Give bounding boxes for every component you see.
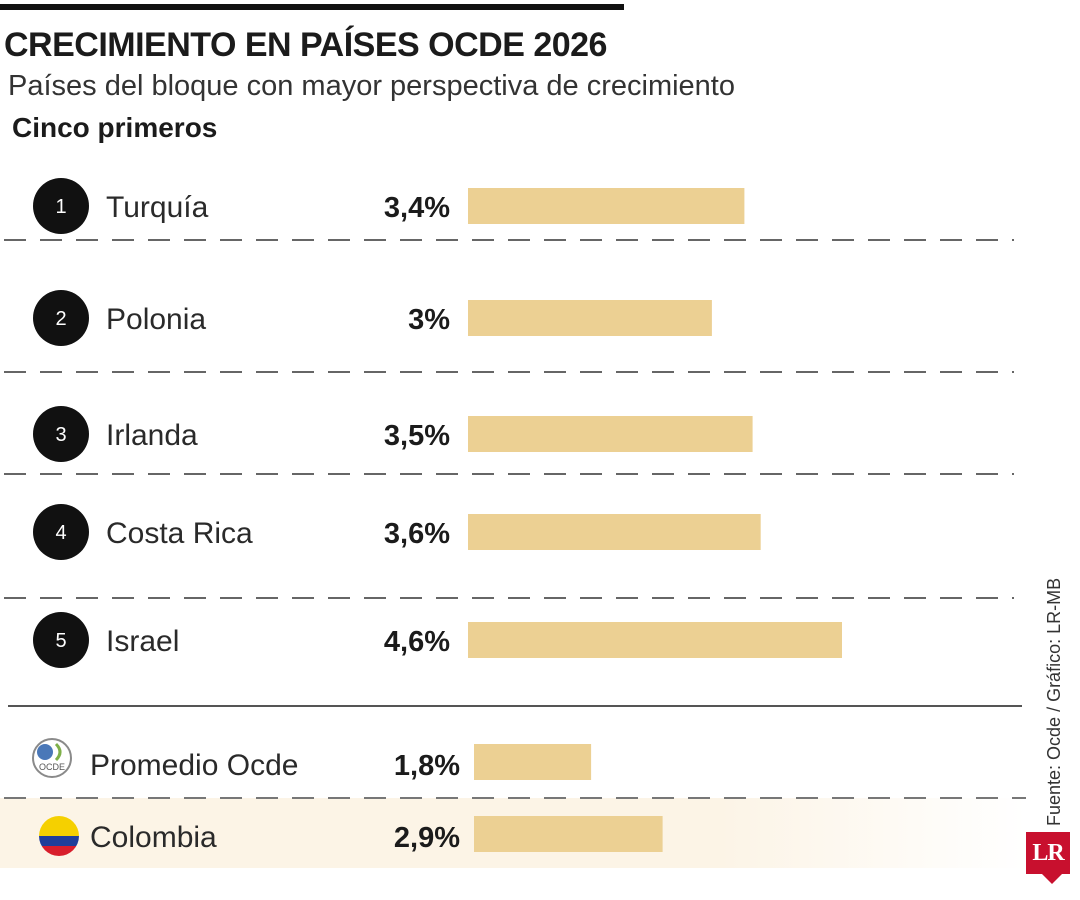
bar <box>468 300 712 336</box>
value-label: 3,6% <box>384 518 450 550</box>
section-label: Cinco primeros <box>12 112 218 143</box>
rank-badge <box>33 612 89 668</box>
bar <box>468 514 761 550</box>
top-rule <box>0 4 624 10</box>
country-label: Israel <box>106 625 179 658</box>
country-label: Polonia <box>106 303 206 336</box>
rank-badge <box>33 178 89 234</box>
chart-subtitle: Países del bloque con mayor perspectiva … <box>8 70 735 102</box>
value-label: 2,9% <box>394 822 460 854</box>
source-note: Fuente: Ocde / Gráfico: LR-MB <box>1044 577 1064 826</box>
country-label: Turquía <box>106 191 209 224</box>
country-label: Irlanda <box>106 419 198 452</box>
lr-logo-tail <box>1042 874 1062 884</box>
flag-stripe <box>39 836 79 846</box>
rank-number: 1 <box>55 196 66 218</box>
lr-logo: LR <box>1026 832 1070 874</box>
rank-number: 3 <box>55 424 66 446</box>
rank-badge <box>33 290 89 346</box>
chart-title: CRECIMIENTO EN PAÍSES OCDE 2026 <box>4 26 607 64</box>
rank-number: 5 <box>55 630 66 652</box>
ocde-logo-arc <box>54 742 62 762</box>
country-label: Costa Rica <box>106 517 253 550</box>
value-label: 1,8% <box>394 750 460 782</box>
value-label: 3,4% <box>384 192 450 224</box>
country-label: Promedio Ocde <box>90 749 298 782</box>
value-label: 4,6% <box>384 626 450 658</box>
rank-badge <box>33 406 89 462</box>
rank-badge <box>33 504 89 560</box>
bar <box>474 816 663 852</box>
colombia-flag-icon <box>39 816 79 856</box>
value-label: 3,5% <box>384 420 450 452</box>
rank-number: 2 <box>55 308 66 330</box>
value-label: 3% <box>408 304 450 336</box>
bar <box>468 622 842 658</box>
country-label: Colombia <box>90 821 217 854</box>
flag-stripe <box>39 846 79 856</box>
ocde-logo-globe <box>37 744 53 760</box>
ocde-logo-text: OCDE <box>39 762 65 772</box>
bar <box>474 744 592 780</box>
rank-number: 4 <box>55 522 66 544</box>
bar <box>468 416 753 452</box>
flag-stripe <box>39 816 79 836</box>
bar <box>468 188 745 224</box>
